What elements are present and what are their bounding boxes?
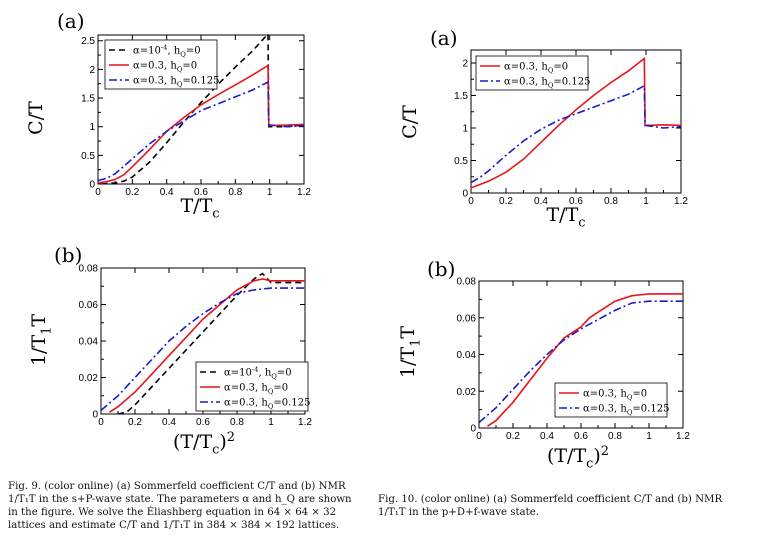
x-tick-label: 0.4: [162, 417, 176, 428]
chart-panel-3: 0 0.2 0.4 0.6 0.8 1 1.200.511.52 α=0.3, hQ=0α=0…: [399, 26, 688, 231]
x-tick-label: 0.8: [230, 417, 244, 428]
chart-panel-1: 0 0.2 0.4 0.6 0.8 1 1.2 0 0.5 1 1.5 2 2.5 α=10-4, hQ=…: [25, 9, 311, 222]
x-tick-label: 0.8: [604, 196, 618, 207]
chart-panel-4: 0 0.2 0.4 0.6 0.8 1 1.2 0 0.02 0.04 0.06 0.08 α=0.3,…: [397, 257, 690, 472]
y-tick-label: 0.5: [454, 156, 468, 167]
y-tick-label: 1.5: [81, 94, 95, 105]
x-tick-label: 1.2: [676, 431, 690, 442]
x-tick-label: 0: [476, 431, 482, 442]
y-tick-label: 2: [89, 65, 95, 76]
chart-panel-2: 0 0.2 0.4 0.6 0.8 1 1.2 0 0.02 0.04 0.06 0.08 α=10-4…: [28, 243, 312, 458]
legend-entry: α=0.3, hQ=0: [133, 61, 197, 74]
y-tick-label: 1: [462, 124, 468, 135]
x-tick-label: 0: [468, 196, 474, 207]
y-axis-label: C/T: [25, 101, 47, 135]
y-tick-label: 0: [470, 424, 476, 435]
y-tick-label: 1.5: [454, 91, 468, 102]
y-axis-label: 1/T1T: [397, 326, 424, 378]
y-tick-label: 0: [92, 410, 98, 421]
y-tick-label: 2.5: [81, 36, 95, 47]
figure10-caption: Fig. 10. (color online) (a) Sommerfeld c…: [378, 494, 723, 518]
x-axis-label: (T/Tc)2: [173, 430, 235, 458]
legend-entry: α=0.3, hQ=0.125: [583, 404, 669, 417]
x-tick-label: 1.2: [298, 417, 312, 428]
x-axis-label: T/Tc: [547, 204, 586, 231]
x-tick-label: 0.6: [574, 431, 588, 442]
x-tick-label: 0: [95, 187, 101, 198]
panel-label: (a): [57, 9, 85, 33]
legend: α=10-4, hQ=0 α=0.3, hQ=0 α=0.3, hQ=0.125: [104, 39, 219, 90]
y-tick-label: 2: [462, 59, 468, 70]
x-tick-label: 1: [267, 187, 273, 198]
legend-box: [475, 55, 589, 91]
y-tick-label: 0.04: [457, 350, 477, 361]
legend: α=10-4, hQ=0 α=0.3, hQ=0 α=0.3, hQ=0.125: [195, 361, 310, 412]
y-tick-label: 0.08: [457, 277, 477, 288]
x-tick-label: 0.8: [228, 187, 242, 198]
y-tick-label: 0.04: [79, 337, 99, 348]
x-axis-label: (T/Tc)2: [547, 444, 609, 472]
x-axis-label: T/Tc: [181, 195, 220, 222]
y-tick-label: 1: [89, 122, 95, 133]
legend-entry: α=0.3, hQ=0.125: [224, 398, 310, 411]
panel-label: (a): [430, 26, 458, 50]
legend-entry: α=10-4, hQ=0: [133, 44, 201, 59]
series-line-2: [471, 84, 681, 184]
x-tick-label: 0.6: [569, 196, 583, 207]
y-tick-label: 0: [89, 180, 95, 191]
series-line-3: [101, 287, 305, 412]
y-tick-label: 0.02: [457, 387, 477, 398]
panel-label: (b): [54, 243, 82, 267]
y-tick-label: 0.5: [81, 151, 95, 162]
legend-entry: α=0.3, hQ=0: [504, 62, 568, 75]
x-tick-label: 0.4: [534, 196, 548, 207]
legend: α=0.3, hQ=0 α=0.3, hQ=0.125: [475, 55, 590, 91]
y-tick-label: 0.08: [79, 264, 99, 275]
y-axis-label: C/T: [399, 105, 421, 139]
y-tick-label: 0.06: [79, 300, 99, 311]
series-line-1: [117, 272, 305, 414]
legend-entry: α=0.3, hQ=0.125: [504, 77, 590, 90]
x-tick-label: 1.2: [674, 196, 688, 207]
series-line-1: [101, 31, 304, 184]
figure9-caption: Fig. 9. (color online) (a) Sommerfeld co…: [8, 481, 352, 531]
series-line-1: [487, 293, 683, 427]
x-tick-label: 0.6: [196, 417, 210, 428]
x-tick-label: 0.8: [608, 431, 622, 442]
y-tick-label: 0: [462, 189, 468, 200]
legend-entry: α=0.3, hQ=0.125: [133, 76, 219, 89]
y-axis-label: 1/T1T: [28, 314, 55, 366]
legend-entry: α=0.3, hQ=0: [224, 383, 288, 396]
legend-box: [554, 382, 668, 418]
x-tick-label: 1.2: [297, 187, 311, 198]
x-tick-label: 0.2: [125, 187, 139, 198]
x-tick-label: 0.4: [540, 431, 554, 442]
x-tick-label: 1: [646, 431, 652, 442]
series-line-3: [98, 80, 304, 182]
series-line-2: [109, 278, 305, 413]
legend-entry: α=0.3, hQ=0: [583, 389, 647, 402]
legend-entry: α=10-4, hQ=0: [224, 366, 292, 381]
x-tick-label: 0: [98, 417, 104, 428]
x-tick-label: 1: [643, 196, 649, 207]
series-line-2: [479, 300, 683, 424]
panel-label: (b): [427, 257, 455, 281]
y-tick-label: 0.02: [79, 373, 99, 384]
x-tick-label: 0.6: [194, 187, 208, 198]
x-tick-label: 0.2: [499, 196, 513, 207]
x-tick-label: 0.2: [506, 431, 520, 442]
x-tick-label: 1: [268, 417, 274, 428]
x-tick-label: 0.2: [128, 417, 142, 428]
x-tick-label: 0.4: [160, 187, 174, 198]
y-tick-label: 0.06: [457, 313, 477, 324]
legend: α=0.3, hQ=0 α=0.3, hQ=0.125: [554, 382, 669, 418]
